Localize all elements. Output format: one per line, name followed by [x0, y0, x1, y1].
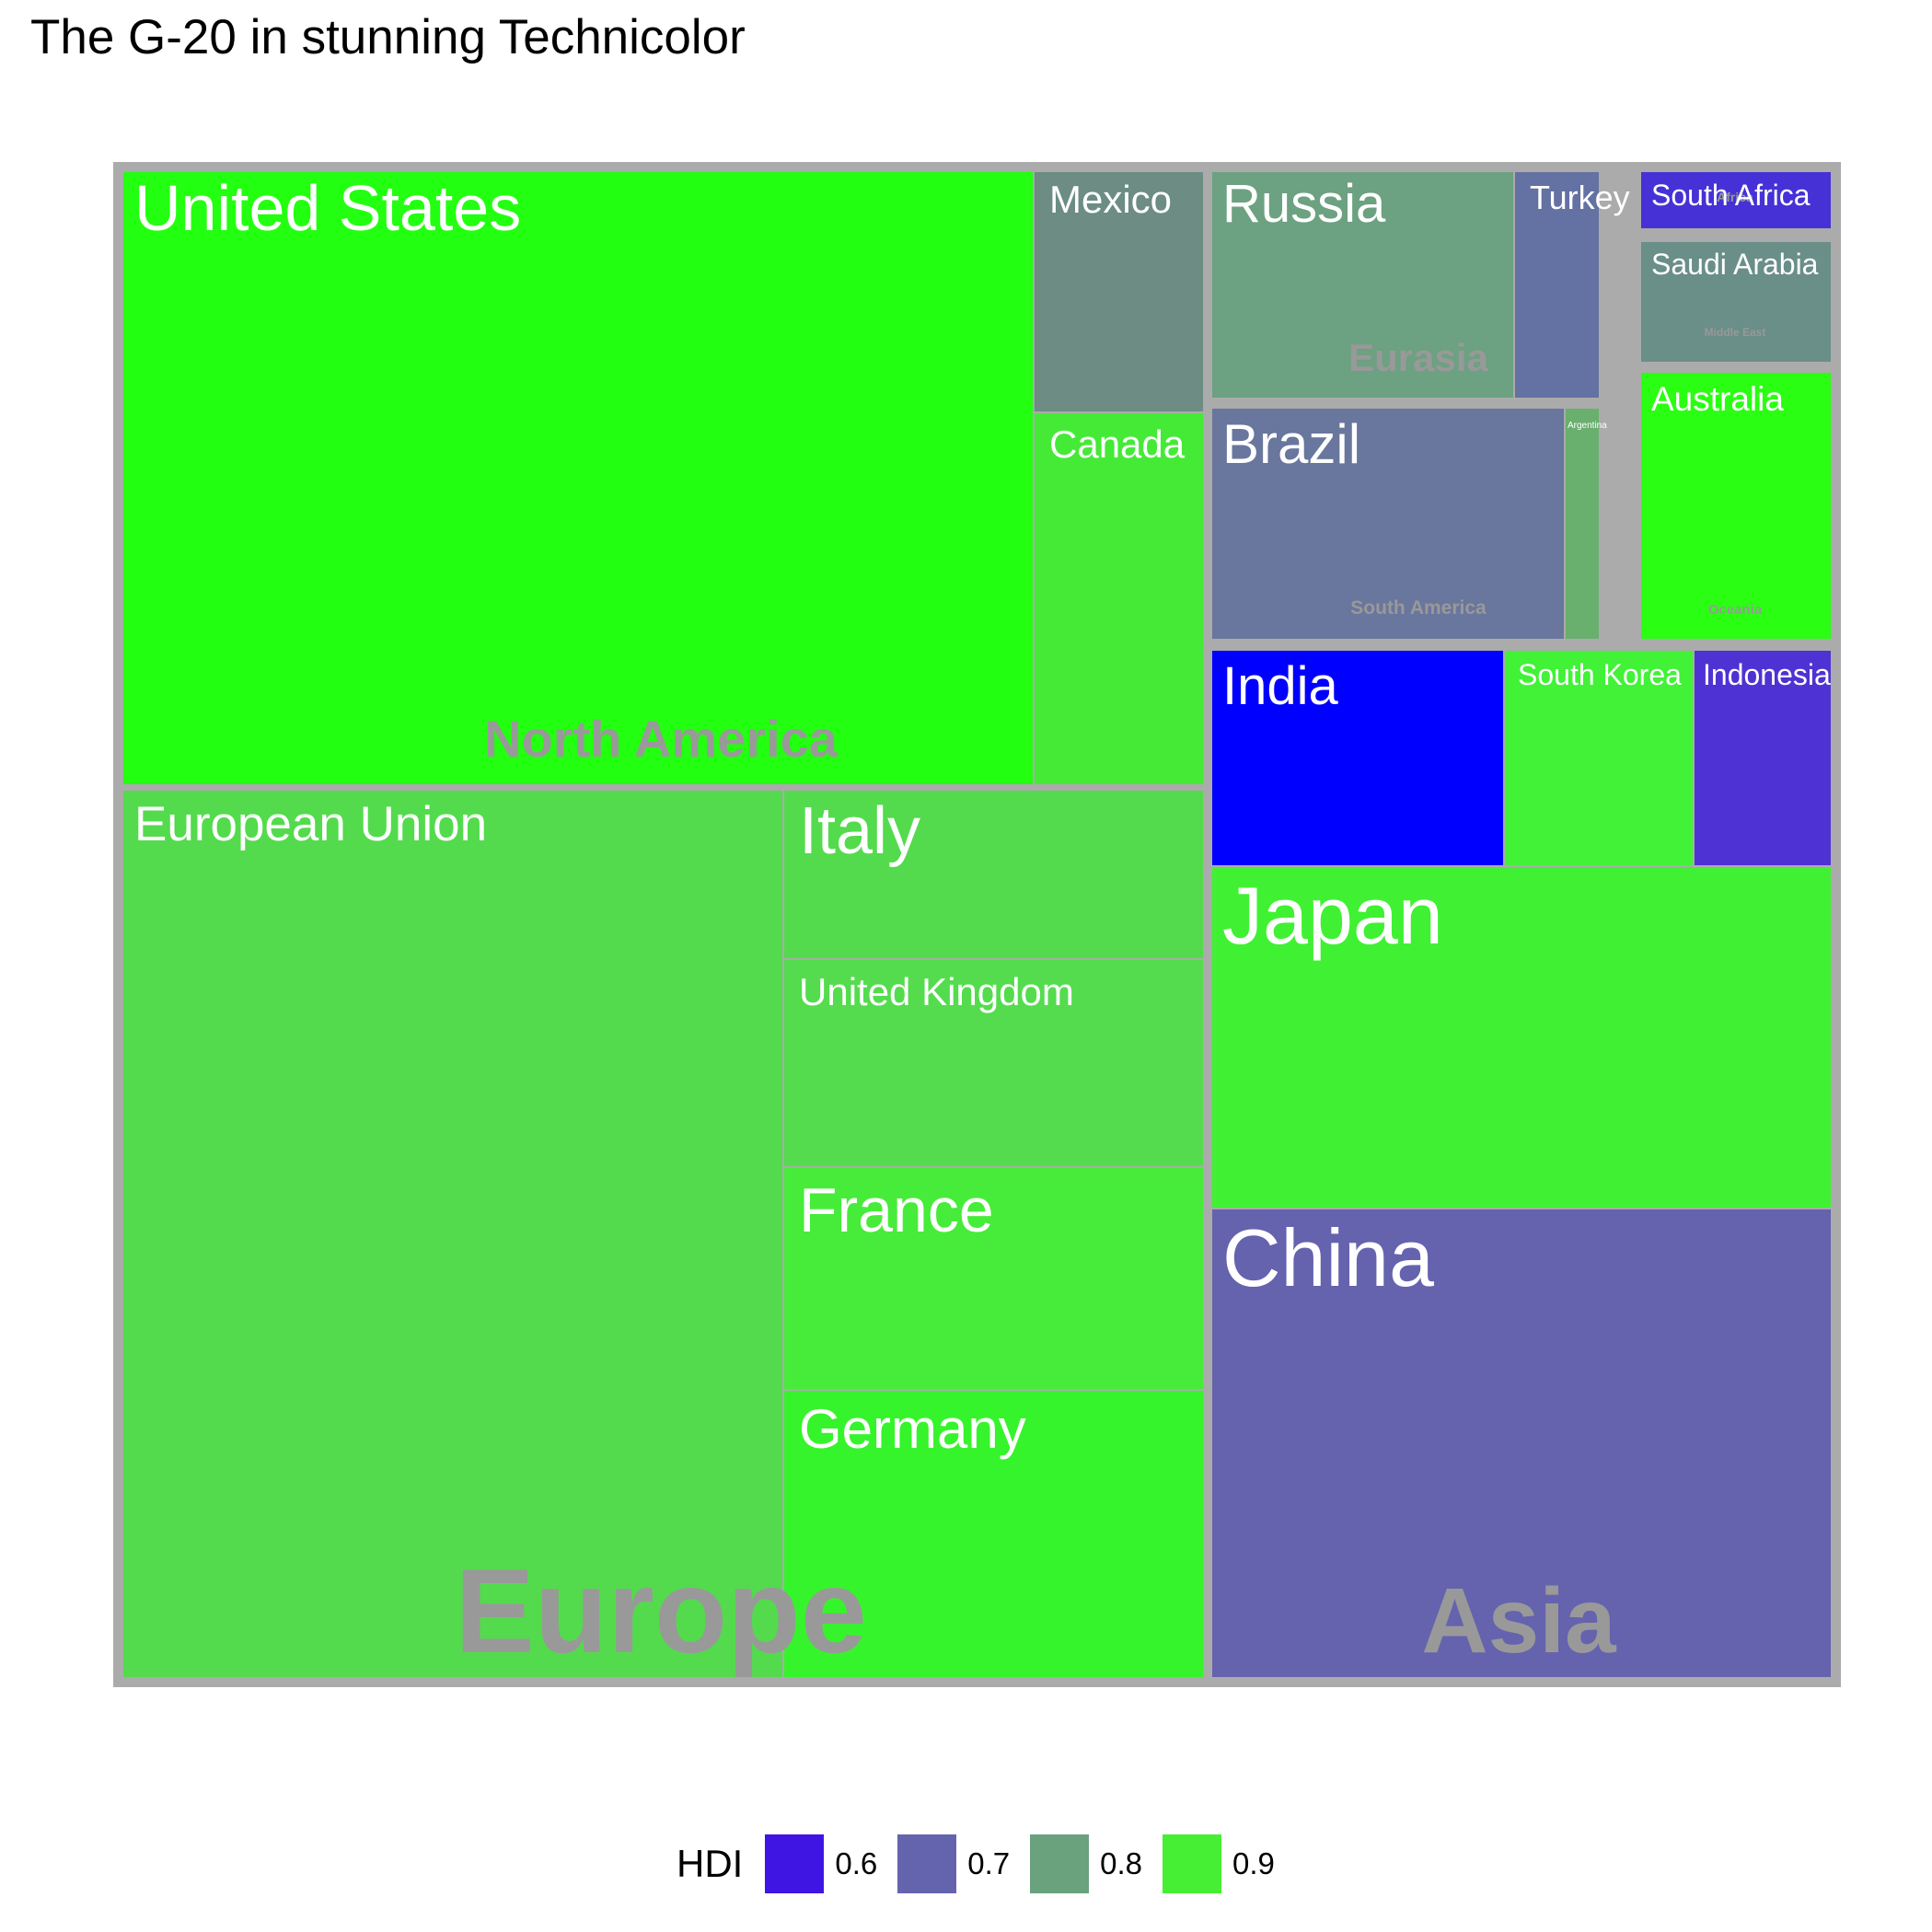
tile-label-united-kingdom: United Kingdom: [799, 970, 1074, 1013]
tile-south-korea: [1503, 649, 1695, 867]
tile-label-south-africa: South Africa: [1651, 179, 1811, 212]
tile-japan: [1210, 865, 1833, 1209]
legend-label: 0.8: [1100, 1846, 1142, 1880]
tile-label-indonesia: Indonesia: [1703, 658, 1831, 691]
tile-label-india: India: [1222, 656, 1339, 716]
tile-label-united-states: United States: [134, 172, 521, 244]
region-label-north-america: North America: [484, 710, 839, 768]
legend-swatch: [1162, 1834, 1221, 1893]
tile-label-south-korea: South Korea: [1518, 658, 1682, 691]
legend-swatch: [897, 1834, 957, 1893]
tile-germany: [782, 1389, 1205, 1679]
tile-saudi-arabia: [1639, 240, 1833, 364]
legend-item: 0.8: [1030, 1834, 1142, 1893]
legend-label: 0.9: [1232, 1846, 1275, 1880]
legend-swatch: [765, 1834, 825, 1893]
tile-united-states: [121, 170, 1035, 786]
tile-label-european-union: European Union: [134, 797, 487, 851]
region-label-middle-east: Middle East: [1705, 326, 1766, 339]
tile-mexico: [1033, 170, 1205, 413]
tile-label-germany: Germany: [799, 1398, 1026, 1460]
tile-united-kingdom: [782, 958, 1205, 1168]
legend-swatch: [1030, 1834, 1090, 1893]
region-label-africa: Africa: [1717, 190, 1753, 204]
tile-argentina: [1564, 407, 1601, 641]
legend-item: 0.7: [897, 1834, 1010, 1893]
tile-label-japan: Japan: [1222, 870, 1443, 961]
tile-label-brazil: Brazil: [1222, 413, 1360, 475]
region-label-eurasia: Eurasia: [1348, 336, 1488, 379]
tile-france: [782, 1166, 1205, 1391]
tile-label-saudi-arabia: Saudi Arabia: [1651, 248, 1819, 281]
legend: HDI 0.6 0.7 0.8 0.9: [0, 1832, 1932, 1905]
tile-australia: [1639, 371, 1833, 641]
tile-canada: [1033, 411, 1205, 786]
tile-label-russia: Russia: [1222, 174, 1386, 234]
tile-label-france: France: [799, 1175, 994, 1245]
tile-label-china: China: [1222, 1212, 1434, 1303]
tile-italy: [782, 789, 1205, 960]
tile-china: [1210, 1208, 1833, 1679]
tile-label-mexico: Mexico: [1049, 178, 1172, 221]
legend-label: 0.7: [967, 1846, 1011, 1880]
tile-india: [1210, 649, 1505, 867]
region-label-south-america: South America: [1350, 597, 1487, 619]
tile-label-canada: Canada: [1049, 422, 1186, 466]
tile-label-turkey: Turkey: [1530, 179, 1630, 216]
tile-label-australia: Australia: [1651, 380, 1784, 418]
legend-title: HDI: [677, 1842, 744, 1885]
tile-label-italy: Italy: [799, 794, 920, 868]
tile-label-argentina: Argentina: [1568, 421, 1607, 431]
legend-item: 0.6: [765, 1834, 877, 1893]
tile-turkey: [1513, 170, 1601, 399]
region-label-asia: Asia: [1421, 1569, 1617, 1672]
legend-label: 0.6: [835, 1846, 878, 1880]
chart-title: The G-20 in stunning Technicolor: [30, 10, 746, 64]
region-label-oceania: Oceania: [1708, 602, 1763, 618]
region-label-europe: Europe: [455, 1544, 867, 1678]
legend-item: 0.9: [1162, 1834, 1275, 1893]
tile-russia: [1210, 170, 1515, 399]
tile-south-africa: [1639, 170, 1833, 230]
